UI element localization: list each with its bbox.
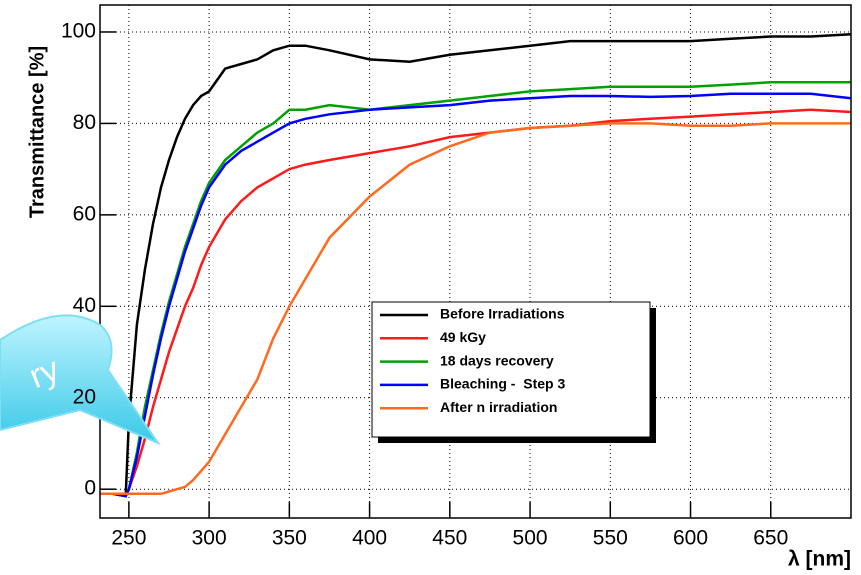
series-line bbox=[100, 108, 852, 498]
x-tick-label: 300 bbox=[192, 527, 227, 550]
plot-area bbox=[100, 5, 852, 518]
x-tick-label: 500 bbox=[513, 527, 548, 550]
y-tick-label: 20 bbox=[73, 385, 96, 408]
legend-label: 49 kGy bbox=[440, 329, 486, 345]
series-line bbox=[100, 33, 852, 498]
y-tick-label: 0 bbox=[84, 477, 96, 500]
x-tick-label: 550 bbox=[593, 527, 628, 550]
legend-label: 18 days recovery bbox=[440, 352, 554, 368]
legend-label: After n irradiation bbox=[440, 399, 557, 415]
x-axis-title: λ [nm] bbox=[788, 548, 851, 571]
x-tick-label: 650 bbox=[753, 527, 788, 550]
legend: Before Irradiations 49 kGy 18 days recover… bbox=[371, 301, 656, 443]
series-line bbox=[100, 92, 852, 498]
callout: ry bbox=[0, 314, 161, 446]
callout-bubble bbox=[0, 314, 161, 446]
frame bbox=[99, 4, 852, 519]
series-line bbox=[100, 122, 851, 496]
y-tick-label: 100 bbox=[61, 20, 96, 43]
y-tick-label: 80 bbox=[73, 111, 96, 134]
x-tick-label: 600 bbox=[673, 527, 708, 550]
x-tick-label: 350 bbox=[272, 527, 307, 550]
legend-label: Before Irradiations bbox=[440, 306, 565, 322]
legend-box bbox=[371, 301, 651, 438]
y-tick-label: 60 bbox=[73, 202, 96, 225]
y-axis-title: Transmittance [%] bbox=[26, 46, 48, 218]
legend-label: Bleaching - Step 3 bbox=[440, 376, 565, 392]
x-tick-label: 450 bbox=[432, 527, 467, 550]
x-tick-label: 250 bbox=[111, 527, 146, 550]
y-tick-label: 40 bbox=[73, 294, 96, 317]
x-tick-label: 400 bbox=[352, 527, 387, 550]
series-line bbox=[100, 81, 851, 498]
